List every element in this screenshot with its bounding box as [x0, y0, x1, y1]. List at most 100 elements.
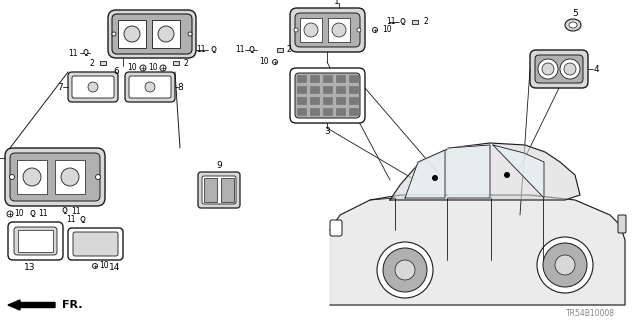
Circle shape — [160, 65, 166, 71]
Text: 2: 2 — [287, 45, 291, 54]
Text: 10: 10 — [99, 261, 109, 270]
Text: 10: 10 — [382, 26, 392, 35]
Circle shape — [93, 263, 97, 268]
FancyBboxPatch shape — [125, 72, 175, 102]
Ellipse shape — [31, 211, 35, 215]
Text: 9: 9 — [216, 161, 222, 170]
Bar — [323, 97, 333, 105]
Bar — [310, 75, 320, 83]
Circle shape — [294, 28, 298, 32]
Circle shape — [372, 28, 378, 33]
Bar — [336, 108, 346, 116]
Bar — [349, 86, 359, 94]
Ellipse shape — [81, 217, 85, 221]
FancyBboxPatch shape — [535, 55, 583, 83]
Circle shape — [357, 28, 361, 32]
Bar — [349, 108, 359, 116]
Text: 8: 8 — [177, 83, 183, 92]
FancyBboxPatch shape — [290, 68, 365, 123]
Circle shape — [188, 32, 192, 36]
FancyBboxPatch shape — [295, 13, 360, 47]
Ellipse shape — [401, 19, 405, 23]
FancyBboxPatch shape — [618, 215, 626, 233]
Ellipse shape — [565, 19, 581, 31]
Bar — [323, 86, 333, 94]
Bar — [300, 18, 322, 42]
FancyBboxPatch shape — [10, 153, 100, 201]
Circle shape — [23, 168, 41, 186]
FancyBboxPatch shape — [290, 8, 365, 52]
Text: 11: 11 — [67, 215, 76, 225]
Circle shape — [61, 168, 79, 186]
Text: 1: 1 — [334, 0, 340, 5]
Text: FR.: FR. — [61, 300, 83, 310]
Circle shape — [304, 23, 318, 37]
Bar — [152, 20, 180, 48]
Bar — [310, 97, 320, 105]
Circle shape — [140, 65, 146, 71]
FancyBboxPatch shape — [330, 220, 342, 236]
Circle shape — [7, 211, 13, 217]
Bar — [297, 75, 307, 83]
Bar — [310, 86, 320, 94]
FancyBboxPatch shape — [8, 222, 63, 260]
Circle shape — [543, 243, 587, 287]
FancyBboxPatch shape — [72, 76, 114, 98]
FancyBboxPatch shape — [73, 232, 118, 256]
FancyBboxPatch shape — [108, 10, 196, 58]
FancyBboxPatch shape — [112, 14, 192, 54]
Text: 14: 14 — [109, 263, 121, 273]
Circle shape — [332, 23, 346, 37]
Text: 11: 11 — [71, 206, 81, 215]
Circle shape — [432, 175, 438, 181]
Bar — [328, 18, 350, 42]
Bar — [118, 20, 146, 48]
Text: 11: 11 — [387, 18, 396, 27]
Circle shape — [564, 63, 576, 75]
Ellipse shape — [212, 46, 216, 52]
Text: 3: 3 — [324, 126, 330, 135]
Text: 10: 10 — [259, 58, 269, 67]
Text: TR54B10008: TR54B10008 — [566, 308, 614, 317]
Circle shape — [145, 82, 155, 92]
Text: 4: 4 — [593, 65, 599, 74]
Bar — [55, 160, 85, 194]
Text: 10: 10 — [148, 63, 158, 73]
Bar — [323, 75, 333, 83]
Circle shape — [124, 26, 140, 42]
Bar — [17, 160, 47, 194]
Circle shape — [560, 59, 580, 79]
Text: 2: 2 — [184, 59, 188, 68]
Circle shape — [273, 60, 278, 65]
FancyBboxPatch shape — [68, 72, 118, 102]
Circle shape — [112, 32, 116, 36]
Polygon shape — [390, 143, 580, 200]
FancyBboxPatch shape — [530, 50, 588, 88]
Bar — [277, 48, 283, 52]
Bar — [349, 97, 359, 105]
FancyArrow shape — [8, 300, 55, 310]
Polygon shape — [493, 145, 544, 198]
FancyBboxPatch shape — [202, 176, 236, 204]
Ellipse shape — [84, 50, 88, 54]
Text: 11: 11 — [38, 210, 48, 219]
Text: 10: 10 — [127, 63, 137, 73]
Bar — [412, 20, 418, 24]
Text: 10: 10 — [14, 210, 24, 219]
FancyBboxPatch shape — [68, 228, 123, 260]
Bar — [336, 75, 346, 83]
Bar — [323, 108, 333, 116]
Circle shape — [542, 63, 554, 75]
Text: 11: 11 — [68, 49, 77, 58]
Circle shape — [10, 174, 15, 180]
Text: 7: 7 — [57, 83, 63, 92]
Circle shape — [555, 255, 575, 275]
FancyBboxPatch shape — [198, 172, 240, 208]
Text: 2: 2 — [424, 18, 428, 27]
Bar — [336, 97, 346, 105]
FancyBboxPatch shape — [129, 76, 171, 98]
FancyBboxPatch shape — [295, 73, 360, 118]
Text: 2: 2 — [90, 59, 94, 68]
Bar — [221, 178, 234, 202]
Text: 13: 13 — [24, 263, 36, 273]
